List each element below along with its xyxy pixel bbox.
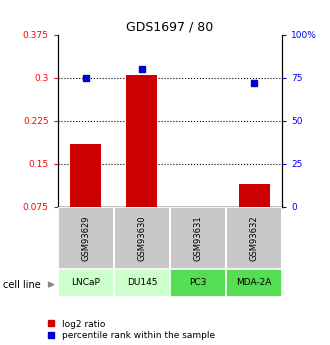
Text: cell line: cell line — [3, 280, 41, 289]
Text: GSM93632: GSM93632 — [249, 215, 259, 261]
Bar — [114, 269, 170, 297]
Bar — [239, 184, 270, 207]
Bar — [70, 144, 101, 207]
Bar — [170, 207, 226, 269]
Bar — [226, 207, 282, 269]
Bar — [126, 75, 157, 207]
Bar — [226, 269, 282, 297]
Bar — [58, 269, 114, 297]
Point — [83, 75, 88, 80]
Point — [251, 80, 257, 86]
Text: LNCaP: LNCaP — [71, 278, 100, 287]
Bar — [170, 269, 226, 297]
Legend: log2 ratio, percentile rank within the sample: log2 ratio, percentile rank within the s… — [48, 320, 215, 341]
Text: DU145: DU145 — [127, 278, 157, 287]
Text: PC3: PC3 — [189, 278, 207, 287]
Bar — [114, 207, 170, 269]
Point — [139, 66, 145, 72]
Title: GDS1697 / 80: GDS1697 / 80 — [126, 20, 214, 33]
Bar — [58, 207, 114, 269]
Text: GSM93631: GSM93631 — [193, 215, 203, 261]
Text: MDA-2A: MDA-2A — [236, 278, 272, 287]
Text: GSM93629: GSM93629 — [81, 215, 90, 261]
Text: GSM93630: GSM93630 — [137, 215, 147, 261]
